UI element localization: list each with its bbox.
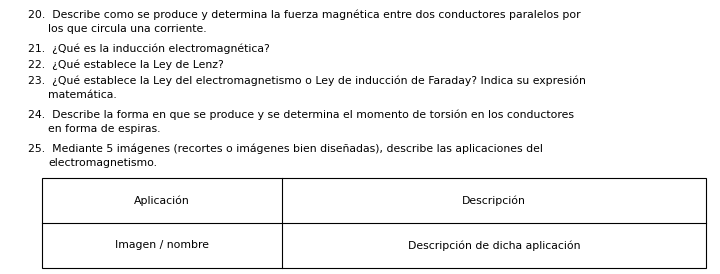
Text: Aplicación: Aplicación — [134, 195, 190, 206]
Text: Descripción: Descripción — [462, 195, 526, 206]
Text: 20.  Describe como se produce y determina la fuerza magnética entre dos conducto: 20. Describe como se produce y determina… — [28, 10, 580, 21]
Text: en forma de espiras.: en forma de espiras. — [48, 124, 161, 134]
Text: 22.  ¿Qué establece la Ley de Lenz?: 22. ¿Qué establece la Ley de Lenz? — [28, 60, 224, 70]
Text: 21.  ¿Qué es la inducción electromagnética?: 21. ¿Qué es la inducción electromagnétic… — [28, 44, 270, 55]
Bar — [42, 178, 706, 268]
Text: Imagen / nombre: Imagen / nombre — [115, 241, 209, 250]
Text: los que circula una corriente.: los que circula una corriente. — [48, 24, 207, 34]
Text: 23.  ¿Qué establece la Ley del electromagnetismo o Ley de inducción de Faraday? : 23. ¿Qué establece la Ley del electromag… — [28, 76, 586, 87]
Text: Descripción de dicha aplicación: Descripción de dicha aplicación — [408, 240, 580, 251]
Text: 24.  Describe la forma en que se produce y se determina el momento de torsión en: 24. Describe la forma en que se produce … — [28, 110, 574, 121]
Text: matemática.: matemática. — [48, 90, 117, 100]
Text: electromagnetismo.: electromagnetismo. — [48, 158, 157, 168]
Text: 25.  Mediante 5 imágenes (recortes o imágenes bien diseñadas), describe las apli: 25. Mediante 5 imágenes (recortes o imág… — [28, 144, 543, 155]
